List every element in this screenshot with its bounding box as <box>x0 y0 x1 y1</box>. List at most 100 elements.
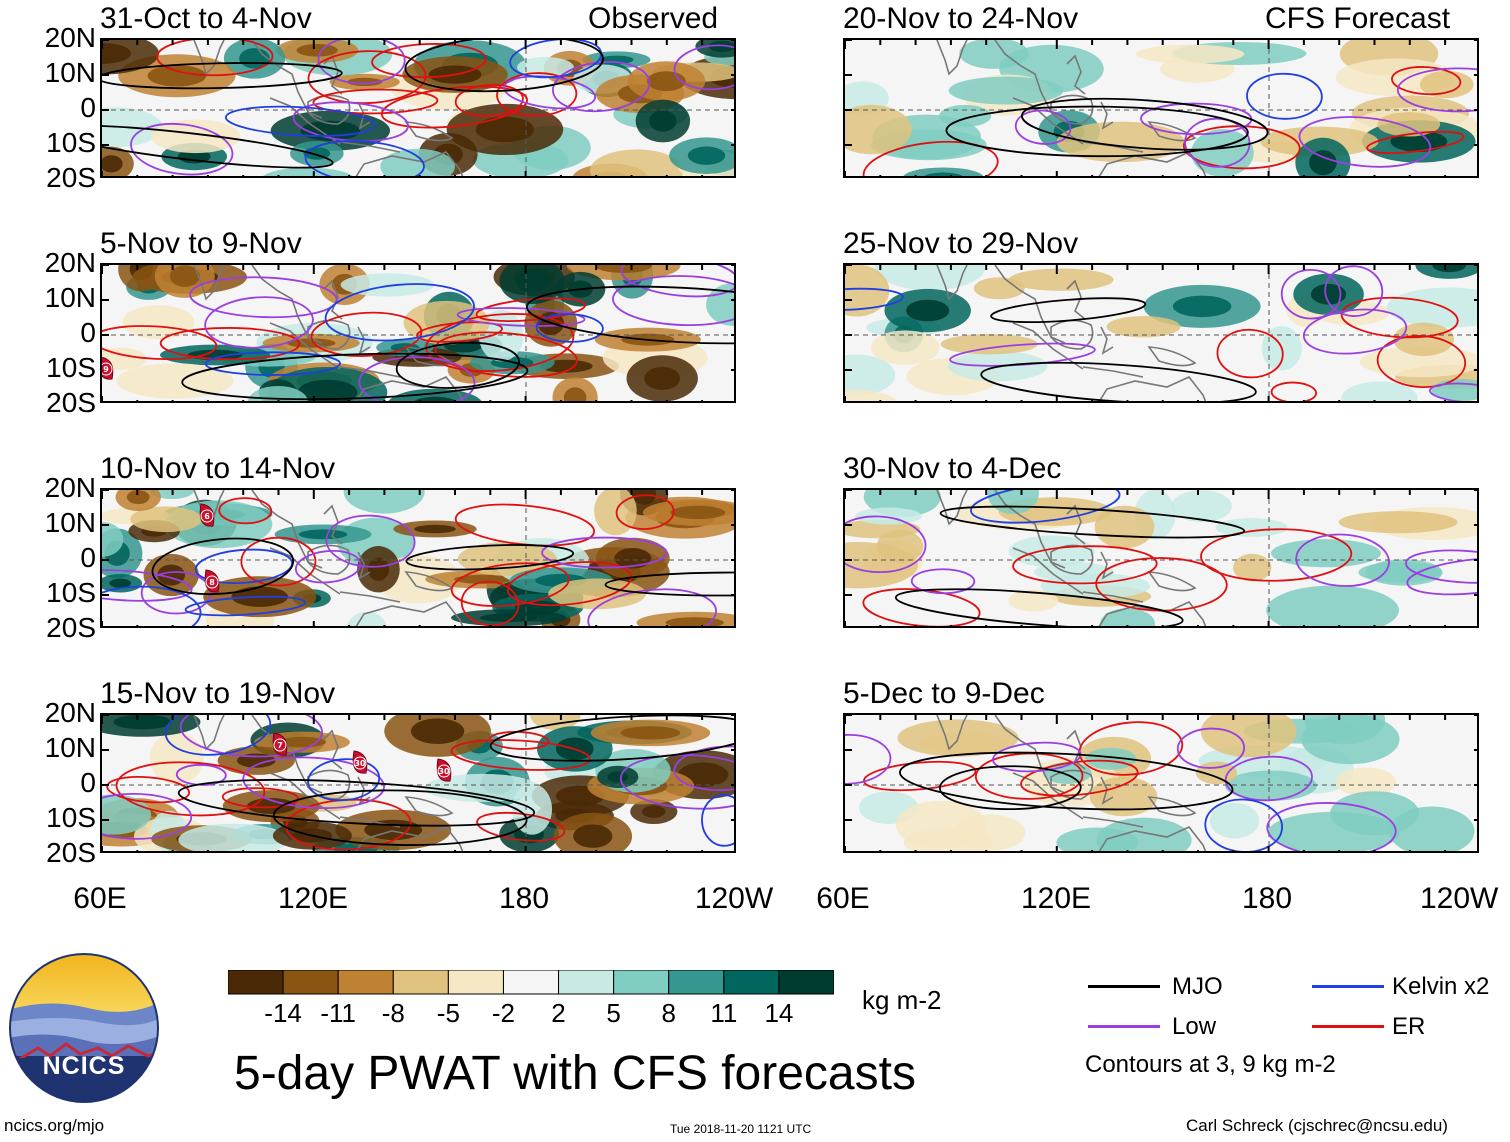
colorbar-swatch <box>668 970 725 995</box>
colorbar-tick-label: 8 <box>661 998 676 1028</box>
pwat-anomaly-blob <box>948 76 1064 105</box>
pwat-anomaly-blob <box>1419 70 1474 99</box>
coastline-australia <box>355 601 464 626</box>
coastline-new-guinea <box>404 796 454 817</box>
kelvin-contour <box>184 595 307 617</box>
pwat-anomaly-blob <box>1224 770 1317 801</box>
pwat-anomaly-blob <box>987 490 1039 515</box>
coastline-india <box>936 40 968 76</box>
pwat-anomaly-blob <box>874 265 986 291</box>
coastline-new-guinea <box>404 121 454 142</box>
er-contour <box>1200 528 1353 582</box>
legend-label-er: ER <box>1392 1013 1426 1040</box>
kelvin-contour <box>845 287 904 312</box>
er-contour <box>380 85 529 129</box>
panel-title: 15-Nov to 19-Nov <box>100 677 336 710</box>
tropical-cyclone-center <box>353 756 367 770</box>
pwat-anomaly-blob <box>1338 511 1458 534</box>
er-contour <box>159 327 301 361</box>
coastline-borneo <box>1050 94 1094 125</box>
pwat-anomaly-core <box>102 155 123 173</box>
colorbar-swatch <box>392 970 449 995</box>
pwat-anomaly-core <box>670 505 726 520</box>
low-contour <box>102 792 193 840</box>
colorbar-tick-label: -8 <box>381 998 405 1028</box>
pwat-anomaly-core <box>632 490 657 505</box>
tropical-cyclone-center <box>102 362 113 376</box>
pwat-anomaly-blob <box>178 823 289 851</box>
colorbar-tick-label: -2 <box>491 998 516 1028</box>
lat-label: 10N <box>44 282 96 313</box>
pwat-anomaly-blob <box>1271 539 1381 568</box>
pwat-anomaly-blob <box>150 119 241 154</box>
low-contour <box>1298 116 1432 168</box>
mjo-contour <box>151 537 295 596</box>
lat-label: 20S <box>46 387 96 418</box>
map-panel: 9 <box>100 263 736 403</box>
pwat-anomaly-blob <box>1033 562 1114 582</box>
kelvin-contour <box>224 105 376 137</box>
coastline-india <box>193 40 225 76</box>
tropical-cyclone-center <box>200 509 214 523</box>
footer-credit: Carl Schreck (cjschrec@ncsu.edu) <box>1186 1116 1448 1135</box>
mjo-contour <box>980 361 1257 401</box>
pwat-anomaly-blob <box>845 389 897 401</box>
low-contour <box>1266 802 1397 851</box>
er-contour <box>102 325 218 360</box>
low-contour <box>1280 268 1342 320</box>
coastline-sulawesi <box>1100 101 1114 130</box>
pwat-anomaly-core <box>147 65 207 87</box>
tropical-cyclone-label: 8 <box>209 578 215 587</box>
colorbar-tick-label: 2 <box>551 998 566 1028</box>
er-contour <box>454 83 524 117</box>
er-contour <box>1366 130 1465 154</box>
pwat-anomaly-blob <box>1136 44 1245 64</box>
lon-label: 180 <box>1241 882 1293 915</box>
tropical-cyclone-label: 9 <box>103 365 109 374</box>
pwat-anomaly-blob <box>939 104 992 127</box>
pwat-anomaly-blob <box>1008 589 1059 612</box>
low-contour <box>1324 265 1384 317</box>
coastline-sumatra <box>269 772 341 820</box>
low-contour <box>204 296 314 349</box>
pwat-anomaly-blob <box>149 732 204 785</box>
pwat-anomaly-core <box>1309 150 1337 176</box>
coastline-india <box>936 715 968 751</box>
tropical-cyclone-label: 30 <box>354 759 366 768</box>
low-contour <box>612 275 734 327</box>
er-contour <box>1270 381 1318 401</box>
legend-label-mjo: MJO <box>1172 973 1223 1000</box>
coastline-india <box>936 265 968 301</box>
low-contour <box>845 515 927 574</box>
pwat-anomaly-blob <box>343 490 425 514</box>
er-contour <box>1020 759 1139 797</box>
coastline-borneo <box>1050 544 1094 575</box>
pwat-anomaly-blob <box>706 282 734 327</box>
mjo-contour <box>177 778 536 827</box>
mjo-contour <box>102 124 334 169</box>
pwat-anomaly-core <box>687 146 726 165</box>
panel-title: 30-Nov to 4-Dec <box>843 452 1062 485</box>
mjo-contour <box>395 341 521 389</box>
low-contour <box>619 754 734 810</box>
legend-label-kelvin: Kelvin x2 <box>1392 973 1490 1000</box>
colorbar-swatch <box>282 970 339 995</box>
panel-title: 5-Nov to 9-Nov <box>100 227 302 260</box>
er-contour <box>496 72 578 117</box>
er-contour <box>156 40 274 77</box>
er-contour <box>310 311 423 357</box>
lat-label: 20N <box>44 22 96 53</box>
pwat-anomaly-core <box>169 265 200 288</box>
pwat-anomaly-blob <box>590 149 684 176</box>
pwat-anomaly-core <box>479 613 538 622</box>
low-contour <box>189 276 338 319</box>
low-contour <box>845 734 892 785</box>
coastline-borneo <box>307 94 351 125</box>
colorbar-tick-label: -14 <box>264 998 302 1028</box>
pwat-anomaly-core <box>595 265 653 273</box>
lat-label: 0 <box>80 317 96 348</box>
coastline-sulawesi <box>1100 326 1114 355</box>
colorbar-tick-label: 14 <box>764 998 794 1028</box>
tropical-cyclone-label: 7 <box>277 741 283 750</box>
er-contour <box>1376 335 1467 388</box>
